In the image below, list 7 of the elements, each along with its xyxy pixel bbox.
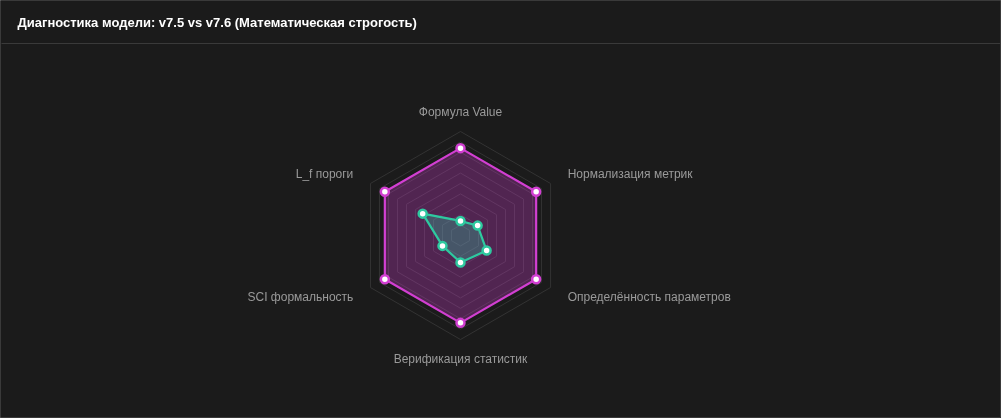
spoke-label: Верификация статистик bbox=[393, 352, 529, 367]
spoke-label: L_f пороги bbox=[295, 166, 354, 181]
spoke-label: Определённость параметров bbox=[567, 290, 731, 305]
spoke-label: SCI формальность bbox=[247, 290, 354, 305]
spoke-label: Нормализация метрик bbox=[567, 166, 694, 181]
chart-title: Диагностика модели: v7.5 vs v7.6 (Математическая строгость) bbox=[17, 15, 417, 30]
spoke-label: Формула Value bbox=[418, 104, 503, 119]
